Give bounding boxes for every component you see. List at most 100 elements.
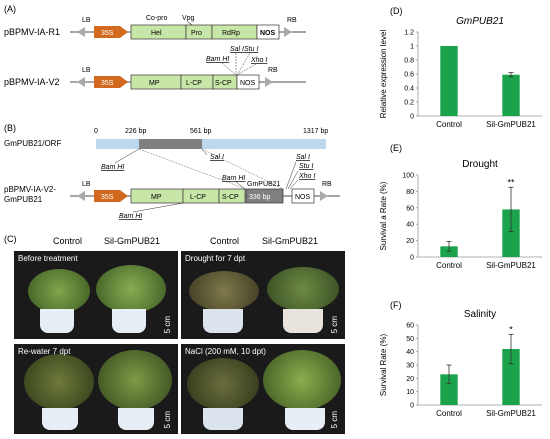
y-tick-label: 100 (402, 173, 414, 180)
photo-scale-1: 5 cm (163, 315, 172, 333)
y-tick-label: 30 (406, 363, 414, 370)
y-tick-label: 1 (410, 44, 414, 51)
construct2-name: pBPMV-IA-V2 (4, 77, 60, 87)
rb-arrow-icon (284, 27, 292, 37)
construct1-name: pBPMV-IA-R1 (4, 27, 60, 37)
panel-e-label: (E) (390, 143, 402, 153)
bar (440, 46, 458, 116)
panel-d-label: (D) (390, 6, 403, 16)
construct3-rb: RB (322, 181, 332, 188)
y-tick-label: 20 (406, 376, 414, 383)
construct3-promoter: 35S (101, 194, 114, 201)
block-mp: MP (149, 80, 160, 87)
x-tick-label: Sil-GmPUB21 (486, 120, 536, 129)
photo-nacl: NaCl (200 mM, 10 dpt) 5 cm (181, 344, 345, 434)
y-tick-label: 40 (406, 349, 414, 356)
lb-arrow-icon (77, 77, 85, 87)
y-tick-label: 1.2 (404, 30, 414, 37)
promoter-35s-icon (94, 190, 128, 202)
rb-arrow-icon (320, 191, 328, 201)
construct1-rb: RB (287, 17, 297, 24)
y-tick-label: 40 (406, 222, 414, 229)
photo-before-treatment: Before treatment 5 cm (14, 251, 178, 339)
c-header-control-2: Control (210, 236, 239, 246)
insert-block (245, 188, 284, 204)
y-tick-label: 0 (410, 403, 414, 410)
construct2-promoter: 35S (101, 80, 114, 87)
y-tick-label: 0.4 (404, 86, 414, 93)
x-tick-label: Control (436, 261, 462, 270)
lb-arrow-icon (77, 27, 85, 37)
y-tick-label: 0.6 (404, 72, 414, 79)
photo-rewater: Re-water 7 dpt 5 cm (14, 344, 178, 434)
c3-site-sal-i: Sal I (296, 154, 310, 161)
bar (440, 374, 458, 405)
photo-caption-1: Before treatment (18, 254, 78, 263)
c3-site-bam-hi-2: Bam HI (119, 213, 142, 220)
photo-caption-4: NaCl (200 mM, 10 dpt) (185, 347, 266, 356)
orf-tick-561: 561 bp (190, 128, 212, 135)
y-tick-label: 50 (406, 336, 414, 343)
insert-size: 336 bp (249, 194, 271, 201)
panel-c-label: (C) (4, 234, 17, 244)
orf-name: GmPUB21/ORF (4, 139, 61, 148)
y-tick-label: 60 (406, 205, 414, 212)
block-rdrp: RdRp (222, 30, 240, 37)
site-stu-i: Stu I (244, 46, 258, 53)
site-sal-i: Sal I (230, 46, 244, 53)
promoter-35s-icon (94, 76, 128, 88)
construct2-lb: LB (82, 67, 91, 74)
construct1-nos: NOS (260, 30, 276, 37)
y-tick-label: 0 (410, 114, 414, 121)
y-tick-label: 0 (410, 255, 414, 262)
construct2-rb: RB (268, 67, 278, 74)
bar (502, 209, 520, 257)
c3-site-bam-hi-1: Bam HI (222, 175, 245, 182)
y-tick-label: 10 (406, 389, 414, 396)
c-header-sil-2: Sil-GmPUB21 (262, 236, 318, 246)
photo-drought: Drought for 7 dpt 5 cm (181, 251, 345, 339)
construct3-name-line2: GmPUB21 (4, 195, 43, 204)
block-l-cp: L-CP (190, 194, 206, 201)
construct1-lb: LB (82, 17, 91, 24)
orf-tick-226: 226 bp (125, 128, 147, 135)
orf-fragment (139, 139, 202, 149)
x-tick-label: Sil-GmPUB21 (486, 409, 536, 418)
construct3-name-line1: pBPMV-IA-V2- (4, 185, 56, 194)
chart-title: Drought (462, 159, 498, 170)
photo-caption-2: Drought for 7 dpt (185, 254, 246, 263)
label-co-pro: Co-pro (146, 15, 168, 22)
rb-arrow-icon (265, 77, 273, 87)
y-axis-label: Survival Rate (%) (379, 334, 388, 397)
photo-scale-3: 5 cm (163, 410, 172, 428)
c-header-sil-1: Sil-GmPUB21 (104, 236, 160, 246)
promoter-35s-icon (94, 26, 128, 38)
y-axis-label: Survival a Rate (%) (379, 181, 388, 250)
block-l-cp: L-CP (186, 80, 202, 87)
site-bam-hi: Bam HI (206, 56, 229, 63)
c3-site-xho-i: Xho I (298, 173, 315, 180)
x-tick-label: Control (436, 409, 462, 418)
panel-f-label: (F) (390, 300, 402, 310)
construct2-nos: NOS (240, 80, 256, 87)
charts-layer: (D) (E) (F) GmPUB21 Relative expression l… (379, 6, 542, 418)
x-tick-label: Control (436, 120, 462, 129)
chart-title: GmPUB21 (456, 16, 504, 27)
bar (440, 246, 458, 257)
photo-scale-4: 5 cm (330, 410, 339, 428)
y-tick-label: 0.2 (404, 100, 414, 107)
insert-title: GmPUB21 (247, 181, 281, 188)
y-tick-label: 80 (406, 189, 414, 196)
c3-site-stu-i: Stu I (299, 163, 313, 170)
bar (502, 74, 520, 116)
photo-scale-2: 5 cm (330, 315, 339, 333)
significance-mark: * (509, 324, 513, 334)
y-tick-label: 0.8 (404, 58, 414, 65)
label-vpg: Vpg (182, 15, 195, 22)
block-pro: Pro (191, 30, 202, 37)
orf-site-bam-hi: Bam HI (101, 164, 124, 171)
lb-arrow-icon (77, 191, 85, 201)
orf-tick-1317: 1317 bp (303, 128, 328, 135)
block-s-cp: S-CP (222, 194, 239, 201)
